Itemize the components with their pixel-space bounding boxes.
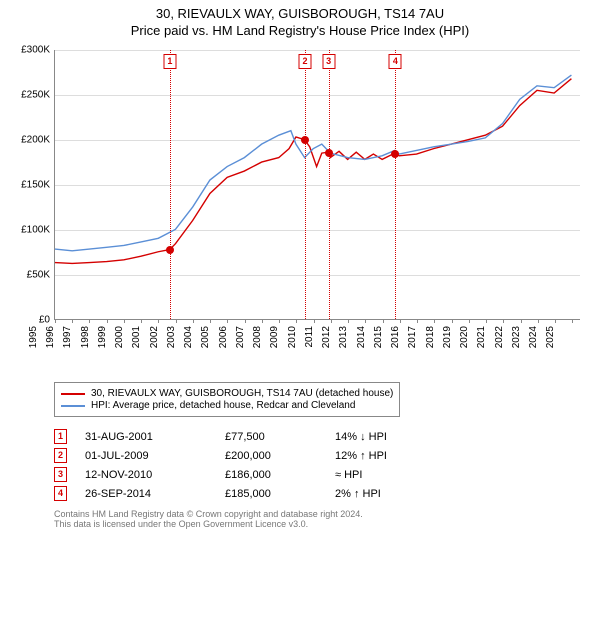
- plot-area: 1 23 4: [54, 50, 580, 320]
- legend-swatch: [61, 405, 85, 407]
- event-row-date: 31-AUG-2001: [85, 431, 225, 443]
- y-axis-label: £150K: [10, 180, 50, 191]
- x-tick: [555, 319, 556, 323]
- event-line: [170, 50, 171, 319]
- event-row-price: £186,000: [225, 469, 335, 481]
- y-axis-label: £0: [10, 315, 50, 326]
- event-line: [395, 50, 396, 319]
- event-row-hpi: 2% ↑ HPI: [335, 488, 435, 500]
- x-tick: [434, 319, 435, 323]
- event-row: 4 26-SEP-2014£185,0002% ↑ HPI: [54, 486, 590, 501]
- event-row-number: 3: [54, 467, 67, 482]
- x-tick: [193, 319, 194, 323]
- x-tick: [400, 319, 401, 323]
- event-row-date: 01-JUL-2009: [85, 450, 225, 462]
- events-table: 1 31-AUG-2001£77,50014% ↓ HPI 2 01-JUL-2009…: [54, 429, 590, 501]
- x-tick: [124, 319, 125, 323]
- x-tick: [486, 319, 487, 323]
- x-tick: [176, 319, 177, 323]
- title-block: 30, RIEVAULX WAY, GUISBOROUGH, TS14 7AU …: [10, 6, 590, 38]
- event-row-hpi: 12% ↑ HPI: [335, 450, 435, 462]
- x-tick: [141, 319, 142, 323]
- y-axis-label: £200K: [10, 135, 50, 146]
- event-row-number: 2: [54, 448, 67, 463]
- event-line: [305, 50, 306, 319]
- line-series: [55, 50, 580, 319]
- x-tick: [107, 319, 108, 323]
- x-tick: [227, 319, 228, 323]
- series-hpi: [55, 75, 571, 251]
- x-tick: [89, 319, 90, 323]
- series-price_paid: [55, 79, 571, 264]
- footer: Contains HM Land Registry data © Crown c…: [54, 509, 590, 529]
- event-row-price: £185,000: [225, 488, 335, 500]
- y-axis-label: £50K: [10, 270, 50, 281]
- x-tick: [417, 319, 418, 323]
- x-tick: [210, 319, 211, 323]
- chart: £0£50K£100K£150K£200K£250K£300K 1234 199…: [10, 44, 590, 374]
- footer-line2: This data is licensed under the Open Gov…: [54, 519, 590, 529]
- event-row-number: 1: [54, 429, 67, 444]
- event-row-hpi: ≈ HPI: [335, 469, 435, 481]
- y-axis-label: £250K: [10, 90, 50, 101]
- x-tick: [538, 319, 539, 323]
- legend-label: HPI: Average price, detached house, Redc…: [91, 400, 355, 411]
- x-tick: [245, 319, 246, 323]
- event-number-box: 1: [163, 54, 176, 69]
- footer-line1: Contains HM Land Registry data © Crown c…: [54, 509, 590, 519]
- legend-item: 30, RIEVAULX WAY, GUISBOROUGH, TS14 7AU …: [61, 388, 393, 399]
- title-address: 30, RIEVAULX WAY, GUISBOROUGH, TS14 7AU: [10, 6, 590, 21]
- x-tick: [158, 319, 159, 323]
- x-tick: [521, 319, 522, 323]
- x-tick: [383, 319, 384, 323]
- x-tick: [72, 319, 73, 323]
- event-number-box: 2: [299, 54, 312, 69]
- event-marker: [301, 136, 309, 144]
- x-tick: [262, 319, 263, 323]
- y-axis-label: £100K: [10, 225, 50, 236]
- event-marker: [166, 246, 174, 254]
- x-tick: [469, 319, 470, 323]
- x-tick: [348, 319, 349, 323]
- x-tick: [279, 319, 280, 323]
- event-row-hpi: 14% ↓ HPI: [335, 431, 435, 443]
- event-marker: [325, 149, 333, 157]
- title-subtitle: Price paid vs. HM Land Registry's House …: [10, 23, 590, 38]
- event-row: 1 31-AUG-2001£77,50014% ↓ HPI: [54, 429, 590, 444]
- event-row-price: £200,000: [225, 450, 335, 462]
- event-row-price: £77,500: [225, 431, 335, 443]
- x-tick: [503, 319, 504, 323]
- x-tick: [314, 319, 315, 323]
- legend: 30, RIEVAULX WAY, GUISBOROUGH, TS14 7AU …: [54, 382, 400, 417]
- event-row: 2 01-JUL-2009£200,00012% ↑ HPI: [54, 448, 590, 463]
- event-line: [329, 50, 330, 319]
- event-number-box: 3: [322, 54, 335, 69]
- legend-item: HPI: Average price, detached house, Redc…: [61, 400, 393, 411]
- x-tick: [572, 319, 573, 323]
- legend-swatch: [61, 393, 85, 395]
- x-tick: [296, 319, 297, 323]
- event-row: 3 12-NOV-2010£186,000≈ HPI: [54, 467, 590, 482]
- event-number-box: 4: [389, 54, 402, 69]
- x-tick: [365, 319, 366, 323]
- chart-container: 30, RIEVAULX WAY, GUISBOROUGH, TS14 7AU …: [0, 0, 600, 539]
- x-tick: [331, 319, 332, 323]
- x-tick: [452, 319, 453, 323]
- y-axis-label: £300K: [10, 45, 50, 56]
- x-tick: [55, 319, 56, 323]
- x-axis-label: 2025: [545, 326, 597, 348]
- event-row-date: 12-NOV-2010: [85, 469, 225, 481]
- event-row-number: 4: [54, 486, 67, 501]
- event-row-date: 26-SEP-2014: [85, 488, 225, 500]
- legend-label: 30, RIEVAULX WAY, GUISBOROUGH, TS14 7AU …: [91, 388, 393, 399]
- event-marker: [391, 150, 399, 158]
